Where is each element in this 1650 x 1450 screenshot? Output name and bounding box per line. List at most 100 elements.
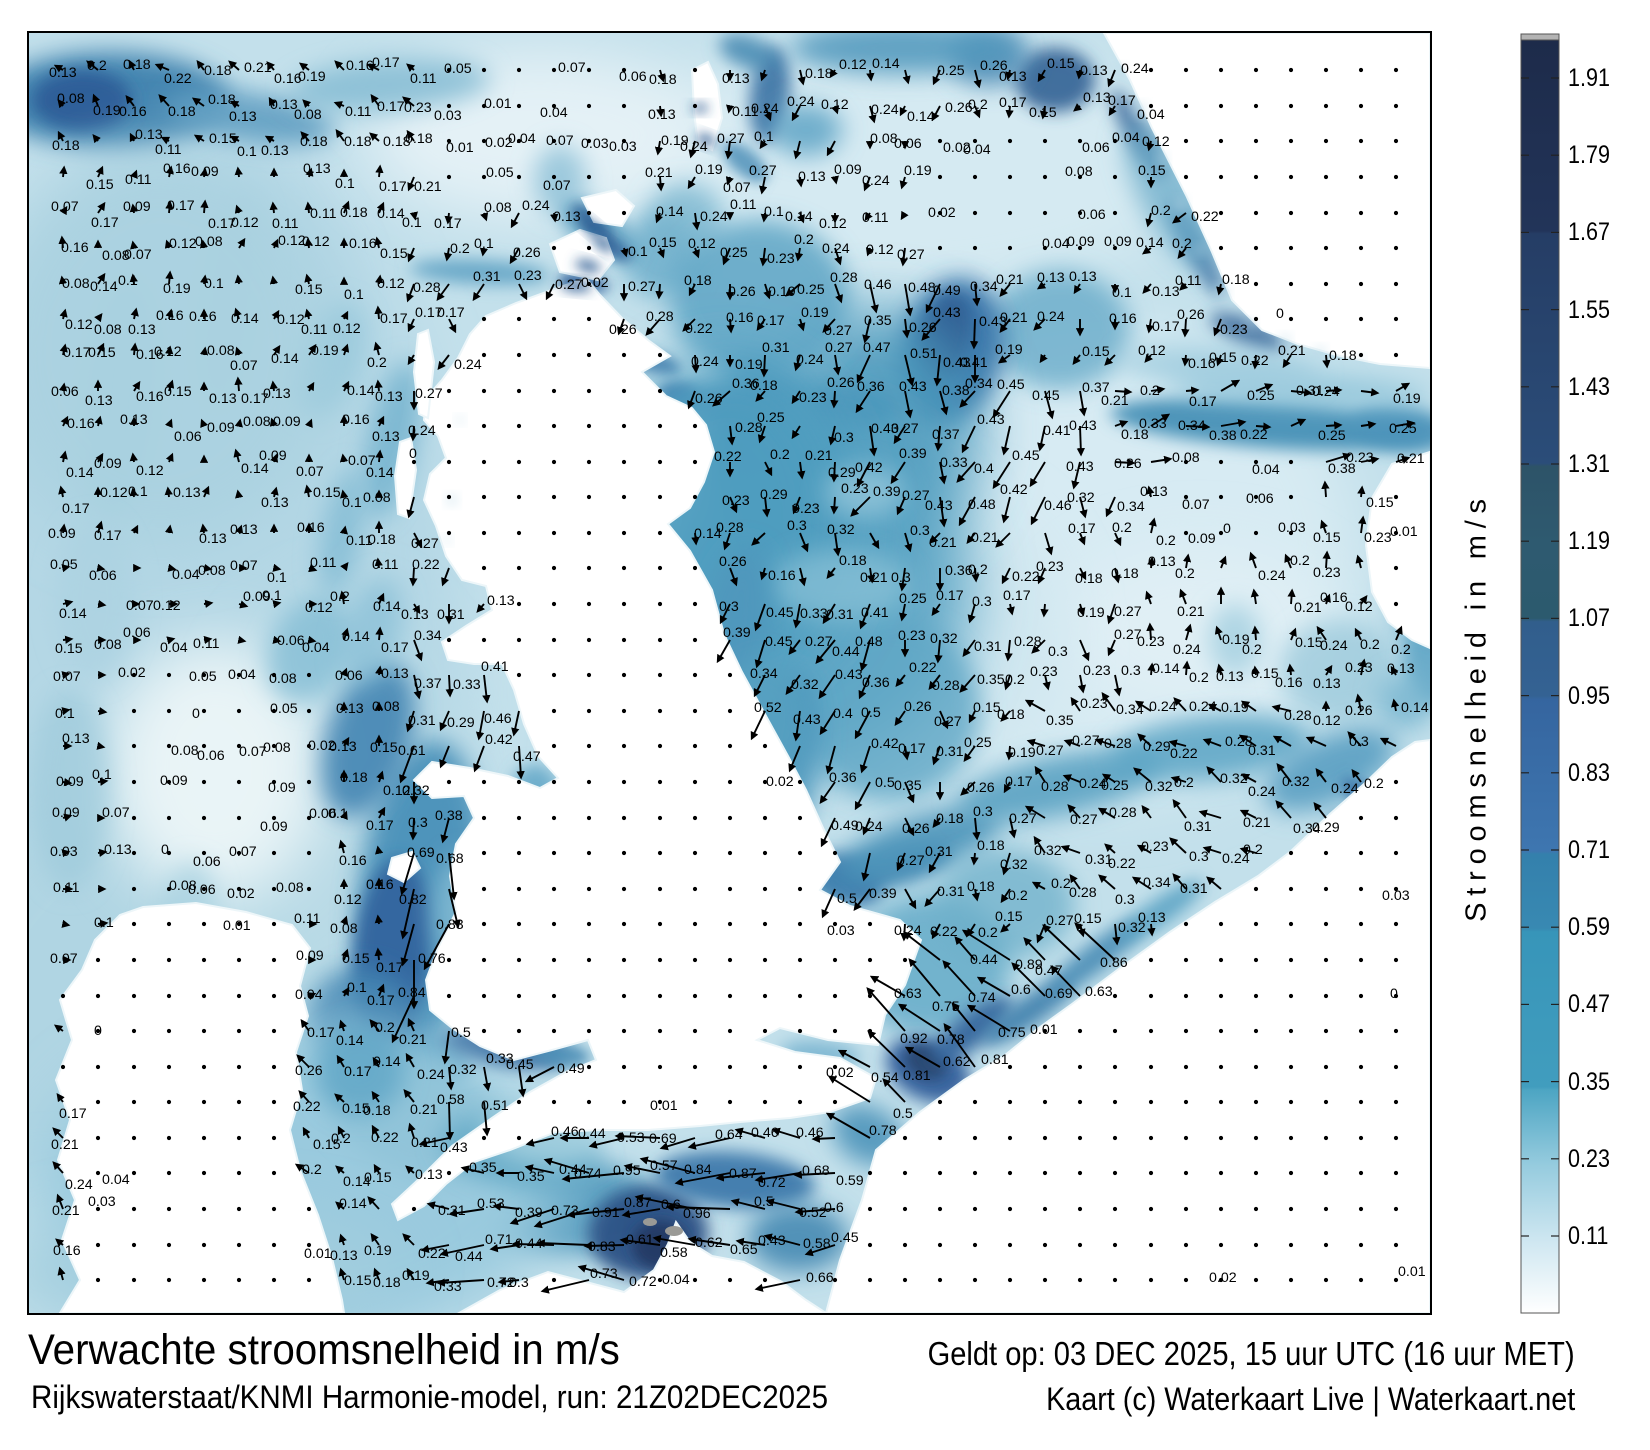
svg-text:0.21: 0.21 (410, 1102, 438, 1118)
svg-text:0.08: 0.08 (330, 921, 358, 937)
svg-text:0.09: 0.09 (1104, 234, 1132, 250)
svg-text:0.84: 0.84 (684, 1162, 712, 1178)
svg-text:0.73: 0.73 (551, 1203, 579, 1219)
svg-text:0.41: 0.41 (960, 355, 988, 371)
svg-text:0.11: 0.11 (345, 104, 372, 120)
svg-text:0.31: 0.31 (1184, 819, 1212, 835)
svg-text:0.36: 0.36 (945, 563, 973, 579)
svg-text:0.16: 0.16 (274, 71, 302, 87)
svg-text:0.76: 0.76 (418, 951, 446, 967)
svg-text:0.13: 0.13 (336, 701, 364, 717)
svg-text:0.02: 0.02 (766, 774, 794, 790)
svg-text:0.1: 0.1 (342, 495, 362, 511)
svg-text:0.13: 0.13 (128, 322, 156, 338)
svg-text:0.24: 0.24 (1248, 784, 1276, 800)
svg-text:0.35: 0.35 (1046, 713, 1074, 729)
svg-text:0.08: 0.08 (62, 276, 90, 292)
svg-text:0.12: 0.12 (305, 600, 333, 616)
svg-text:0.15: 0.15 (313, 1137, 341, 1153)
svg-text:0.27: 0.27 (1046, 913, 1074, 929)
svg-text:0.12: 0.12 (278, 233, 306, 249)
svg-text:0.26: 0.26 (904, 699, 932, 715)
svg-text:0.18: 0.18 (123, 57, 151, 73)
svg-text:0.17: 0.17 (1003, 588, 1031, 604)
svg-text:0.21: 0.21 (51, 1137, 79, 1153)
svg-text:0.44: 0.44 (970, 952, 998, 968)
svg-text:0.14: 0.14 (90, 279, 118, 295)
svg-text:0.32: 0.32 (402, 783, 430, 799)
svg-text:0.19: 0.19 (1077, 605, 1105, 621)
svg-text:0.13: 0.13 (1152, 284, 1180, 300)
svg-text:0.22: 0.22 (412, 557, 440, 573)
svg-text:0.13: 0.13 (1140, 484, 1168, 500)
svg-text:0.24: 0.24 (1312, 384, 1340, 400)
svg-text:0.28: 0.28 (735, 420, 763, 436)
svg-text:0.15: 0.15 (973, 700, 1001, 716)
svg-text:0.21: 0.21 (411, 1135, 439, 1151)
svg-text:0.13: 0.13 (1216, 669, 1244, 685)
svg-text:0.26: 0.26 (980, 58, 1008, 74)
svg-text:0.3: 0.3 (719, 599, 739, 615)
svg-text:0.26: 0.26 (513, 245, 541, 261)
svg-text:0.17: 0.17 (63, 345, 91, 361)
svg-text:0.07: 0.07 (239, 744, 267, 760)
svg-text:0.19: 0.19 (801, 305, 829, 321)
svg-text:0.18: 0.18 (204, 63, 232, 79)
svg-text:0.68: 0.68 (436, 851, 464, 867)
svg-text:0.26: 0.26 (827, 375, 855, 391)
svg-text:0.17: 0.17 (1068, 521, 1096, 537)
svg-text:0.27: 0.27 (717, 131, 745, 147)
svg-text:0.18: 0.18 (1111, 566, 1139, 582)
svg-text:0.16: 0.16 (136, 389, 164, 405)
svg-text:0.24: 0.24 (454, 357, 482, 373)
svg-text:0.2: 0.2 (367, 355, 387, 371)
svg-text:0.17: 0.17 (377, 99, 405, 115)
svg-text:0.06: 0.06 (89, 568, 117, 584)
svg-text:0.11: 0.11 (53, 880, 80, 896)
svg-text:0.17: 0.17 (380, 311, 408, 327)
svg-text:0.24: 0.24 (796, 352, 824, 368)
svg-text:0.23: 0.23 (1036, 559, 1064, 575)
svg-text:0.14: 0.14 (339, 1196, 367, 1212)
svg-text:0.17: 0.17 (59, 1106, 87, 1122)
svg-text:0.15: 0.15 (1074, 911, 1102, 927)
svg-text:0.68: 0.68 (802, 1163, 830, 1179)
svg-text:0.09: 0.09 (296, 948, 324, 964)
svg-text:0.01: 0.01 (1030, 1022, 1058, 1038)
svg-text:0.01: 0.01 (446, 140, 474, 156)
svg-text:0.43: 0.43 (977, 412, 1005, 428)
svg-text:0.12: 0.12 (866, 242, 894, 258)
svg-text:0.14: 0.14 (241, 461, 269, 477)
svg-text:0.28: 0.28 (716, 520, 744, 536)
svg-text:0.29: 0.29 (447, 715, 475, 731)
svg-text:0.22: 0.22 (164, 71, 192, 87)
svg-text:0.18: 0.18 (684, 273, 712, 289)
svg-text:0.07: 0.07 (723, 180, 751, 196)
svg-text:0.15: 0.15 (995, 909, 1023, 925)
svg-text:0.07: 0.07 (558, 60, 586, 76)
svg-text:0.75: 0.75 (998, 1025, 1026, 1041)
svg-text:0.27: 0.27 (891, 421, 919, 437)
svg-text:0.14: 0.14 (656, 204, 684, 220)
svg-text:0.17: 0.17 (999, 95, 1027, 111)
svg-text:0.2: 0.2 (1360, 637, 1380, 653)
svg-text:0.16: 0.16 (339, 853, 367, 869)
svg-text:0.46: 0.46 (551, 1124, 579, 1140)
svg-text:0.32: 0.32 (1000, 857, 1028, 873)
svg-text:0.22: 0.22 (1240, 427, 1268, 443)
svg-text:0.23: 0.23 (799, 390, 827, 406)
svg-text:0.18: 0.18 (363, 1103, 391, 1119)
svg-text:0.27: 0.27 (825, 340, 853, 356)
svg-text:0.17: 0.17 (344, 1064, 372, 1080)
svg-text:0: 0 (192, 706, 200, 722)
svg-text:0.26: 0.26 (1345, 703, 1373, 719)
svg-text:0.15: 0.15 (88, 345, 116, 361)
svg-text:0.32: 0.32 (791, 677, 819, 693)
svg-text:0.02: 0.02 (826, 1065, 854, 1081)
svg-text:0.04: 0.04 (102, 1172, 130, 1188)
svg-text:0.12: 0.12 (136, 463, 164, 479)
svg-text:0.17: 0.17 (1189, 394, 1217, 410)
svg-text:0.13: 0.13 (261, 495, 289, 511)
svg-text:0.17: 0.17 (936, 588, 964, 604)
svg-text:0.08: 0.08 (372, 699, 400, 715)
